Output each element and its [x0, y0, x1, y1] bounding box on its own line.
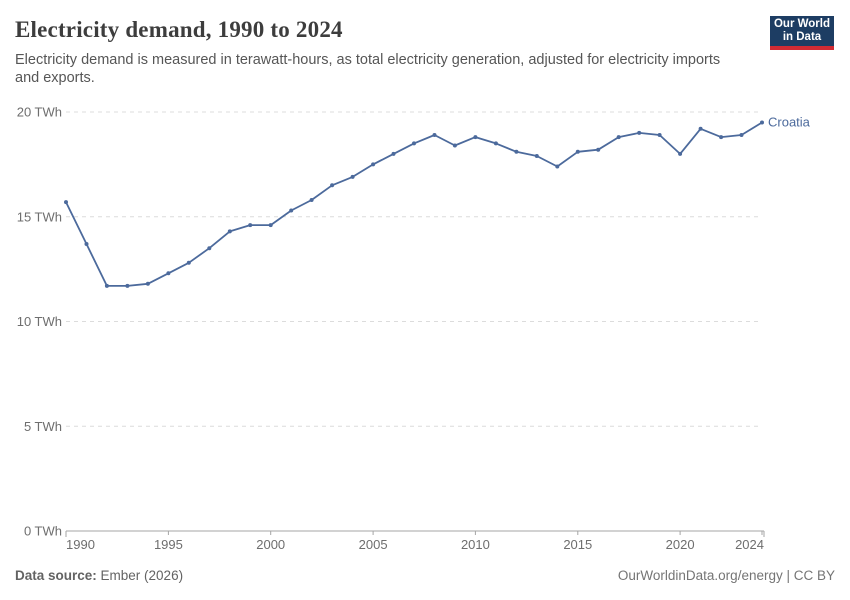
line-series-croatia[interactable] — [65, 121, 763, 287]
data-point[interactable] — [104, 283, 109, 288]
x-tick-label: 2005 — [359, 537, 388, 552]
x-tick-label: 2020 — [666, 537, 695, 552]
y-tick-label: 15 TWh — [17, 209, 62, 224]
data-point[interactable] — [760, 120, 764, 125]
chart-subtitle: Electricity demand is measured in terawa… — [15, 52, 721, 86]
data-point[interactable] — [248, 223, 253, 228]
data-point[interactable] — [493, 141, 498, 146]
data-point[interactable] — [371, 162, 376, 167]
attribution-link[interactable]: OurWorldinData.org/energy | CC BY — [617, 568, 835, 583]
data-point[interactable] — [145, 281, 150, 286]
x-tick-label: 2000 — [256, 537, 285, 552]
data-point[interactable] — [596, 147, 601, 152]
owid-logo-line1: Our World — [773, 18, 830, 30]
y-tick-label: 0 TWh — [24, 524, 62, 539]
data-point[interactable] — [473, 135, 478, 140]
data-point[interactable] — [125, 283, 130, 288]
data-point[interactable] — [657, 133, 662, 137]
data-point[interactable] — [268, 223, 273, 228]
data-point[interactable] — [534, 154, 539, 158]
x-tick-label: 2015 — [563, 537, 592, 552]
data-point[interactable] — [84, 242, 89, 246]
x-tick-label: 1995 — [154, 537, 183, 552]
data-point[interactable] — [412, 141, 416, 146]
entity-label-croatia[interactable]: Croatia — [768, 115, 811, 130]
data-source: Data source: Ember (2026) — [15, 568, 183, 583]
y-tick-label: 5 TWh — [24, 419, 62, 434]
data-point[interactable] — [289, 208, 294, 213]
y-tick-label: 10 TWh — [17, 314, 62, 329]
data-point[interactable] — [719, 135, 724, 140]
data-point[interactable] — [452, 143, 457, 148]
data-point[interactable] — [64, 200, 68, 205]
data-point[interactable] — [330, 183, 335, 188]
data-point[interactable] — [350, 174, 355, 179]
data-point[interactable] — [227, 229, 232, 234]
x-tick-label: 2024 — [735, 537, 764, 552]
data-point[interactable] — [678, 151, 683, 156]
x-tick-label: 1990 — [66, 537, 95, 552]
data-point[interactable] — [432, 133, 437, 137]
data-source-label: Data source: — [15, 568, 97, 583]
x-tick-label: 2010 — [461, 537, 490, 552]
y-tick-label: 20 TWh — [17, 105, 62, 120]
data-point[interactable] — [514, 149, 519, 154]
data-point[interactable] — [207, 246, 212, 251]
data-point[interactable] — [698, 126, 703, 131]
data-point[interactable] — [739, 133, 744, 137]
owid-logo-line2: in Data — [782, 31, 822, 43]
data-point[interactable] — [166, 271, 171, 276]
data-point[interactable] — [186, 260, 191, 265]
chart-title: Electricity demand, 1990 to 2024 — [15, 17, 343, 42]
data-point[interactable] — [637, 130, 642, 135]
data-point[interactable] — [575, 149, 580, 154]
data-point[interactable] — [616, 135, 621, 140]
owid-logo[interactable]: Our World in Data — [770, 16, 834, 50]
data-point[interactable] — [391, 151, 396, 156]
data-point[interactable] — [309, 198, 314, 202]
data-point[interactable] — [555, 164, 560, 169]
data-source-value[interactable]: Ember (2026) — [96, 568, 184, 583]
